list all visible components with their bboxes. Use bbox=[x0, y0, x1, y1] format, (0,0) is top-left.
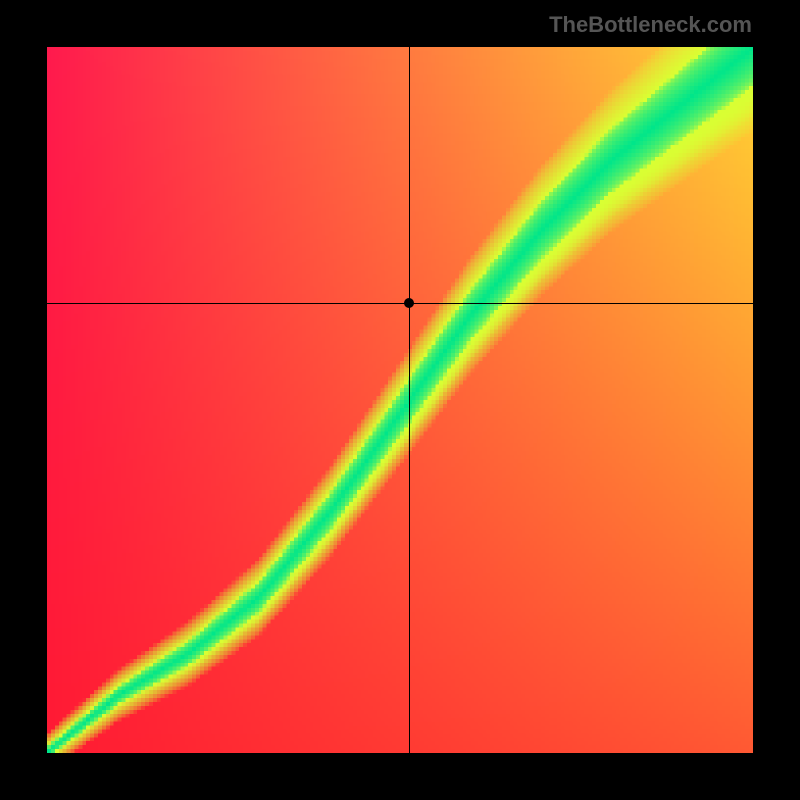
chart-container: TheBottleneck.com bbox=[0, 0, 800, 800]
bottleneck-heatmap bbox=[47, 47, 753, 753]
crosshair-marker bbox=[404, 298, 414, 308]
crosshair-horizontal bbox=[47, 303, 753, 304]
crosshair-vertical bbox=[409, 47, 410, 753]
watermark-text: TheBottleneck.com bbox=[549, 12, 752, 38]
